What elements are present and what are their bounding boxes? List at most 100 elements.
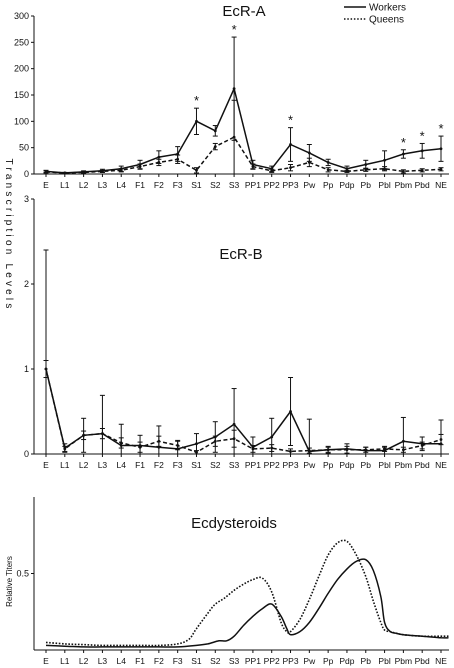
x-tick-label: F3 [173, 460, 183, 470]
data-point [213, 145, 217, 149]
data-point [195, 119, 198, 123]
data-point [195, 450, 198, 454]
x-tick-label: F3 [173, 180, 183, 190]
data-point [176, 444, 180, 447]
significance-marker: * [438, 121, 443, 136]
x-tick-label: Pdp [339, 656, 354, 666]
series-queens [45, 539, 449, 647]
x-tick-label: L3 [98, 460, 108, 470]
data-point [138, 165, 142, 169]
x-tick-label: F2 [154, 460, 164, 470]
y-tick-label: 200 [14, 64, 29, 74]
x-tick-label: PP2 [264, 460, 280, 470]
x-tick-label: Pbd [415, 180, 430, 190]
data-point [383, 447, 386, 451]
data-point [289, 166, 292, 170]
data-point [401, 448, 405, 452]
data-point [326, 161, 330, 164]
chart-panel-ecr-a: 0 50 100 150 200 250 300 E L1 L2 L3 L4 F1 F2 F3 S1 S2 S3 P… [14, 3, 449, 190]
data-point [345, 448, 349, 452]
x-tick-label: Pbd [415, 656, 430, 666]
x-tick-label: Pdp [339, 180, 354, 190]
x-tick-label: PP3 [282, 180, 298, 190]
x-tick-label: Pbl [378, 460, 390, 470]
data-point [364, 163, 368, 166]
x-tick-label: PP1 [245, 180, 261, 190]
x-tick-label: Pw [303, 460, 316, 470]
x-tick-label: PP3 [282, 460, 298, 470]
x-tick-label: PP1 [245, 460, 261, 470]
data-point [82, 433, 86, 437]
x-tick-label: L1 [60, 656, 70, 666]
data-point [383, 167, 386, 171]
series-line [45, 136, 442, 174]
data-point [345, 167, 349, 171]
data-point [439, 438, 443, 441]
data-point [364, 448, 368, 452]
data-point [307, 161, 311, 164]
x-tick-label: PP3 [282, 656, 298, 666]
data-point [232, 135, 236, 139]
chart-title: Ecdysteroids [191, 515, 277, 532]
data-point [289, 450, 292, 453]
significance-marker: * [194, 93, 199, 108]
legend-queens-label: Queens [369, 15, 404, 26]
x-tick-label: S2 [210, 460, 221, 470]
data-point [401, 439, 405, 443]
x-tick-label: PP2 [264, 656, 280, 666]
data-point [119, 168, 123, 172]
data-point [251, 447, 255, 451]
x-tick-label: L4 [117, 656, 127, 666]
data-point [345, 169, 349, 173]
y-tick-label: 1 [24, 364, 29, 374]
x-tick-label: Pbd [415, 460, 430, 470]
series-line [45, 539, 449, 647]
x-tick-label: S2 [210, 180, 221, 190]
data-point [401, 152, 405, 156]
data-point [251, 165, 255, 169]
data-point [101, 432, 104, 435]
data-point [383, 158, 386, 162]
x-tick-label: PP2 [264, 180, 280, 190]
data-point [157, 155, 161, 159]
x-tick-label: F3 [173, 656, 183, 666]
data-point [401, 169, 405, 173]
series-queens [43, 99, 444, 175]
x-tick-label: S3 [229, 180, 240, 190]
x-tick-label: L1 [60, 460, 70, 470]
x-tick-label: F1 [135, 460, 145, 470]
y-tick-label: 3 [24, 194, 29, 204]
data-point [439, 167, 443, 171]
series-queens [43, 360, 444, 455]
x-tick-label: L2 [79, 656, 89, 666]
data-point [420, 444, 424, 447]
x-tick-label: Pp [323, 460, 334, 470]
x-tick-label: F2 [154, 656, 164, 666]
x-tick-label: Pp [323, 180, 334, 190]
x-tick-label: Pbm [395, 180, 412, 190]
x-tick-label: S2 [210, 656, 221, 666]
x-tick-label: Pw [303, 656, 316, 666]
data-point [157, 439, 161, 443]
data-point [232, 87, 236, 91]
x-tick-label: Pb [361, 180, 372, 190]
x-tick-label: Pbl [378, 180, 390, 190]
data-point [364, 168, 368, 172]
y-tick-label: 2 [24, 279, 29, 289]
x-tick-label: Pdp [339, 460, 354, 470]
y-tick-label: 50 [19, 143, 29, 153]
series-line [45, 86, 442, 174]
x-tick-label: E [43, 656, 49, 666]
data-point [138, 445, 142, 449]
data-point [101, 169, 104, 173]
series-line [45, 558, 449, 648]
data-point [439, 147, 443, 151]
data-point [213, 129, 217, 133]
data-point [82, 171, 86, 174]
data-point [270, 446, 274, 450]
x-tick-label: L4 [117, 180, 127, 190]
y-tick-label: 150 [14, 90, 29, 100]
x-tick-label: L3 [98, 656, 108, 666]
x-tick-label: S1 [191, 460, 202, 470]
